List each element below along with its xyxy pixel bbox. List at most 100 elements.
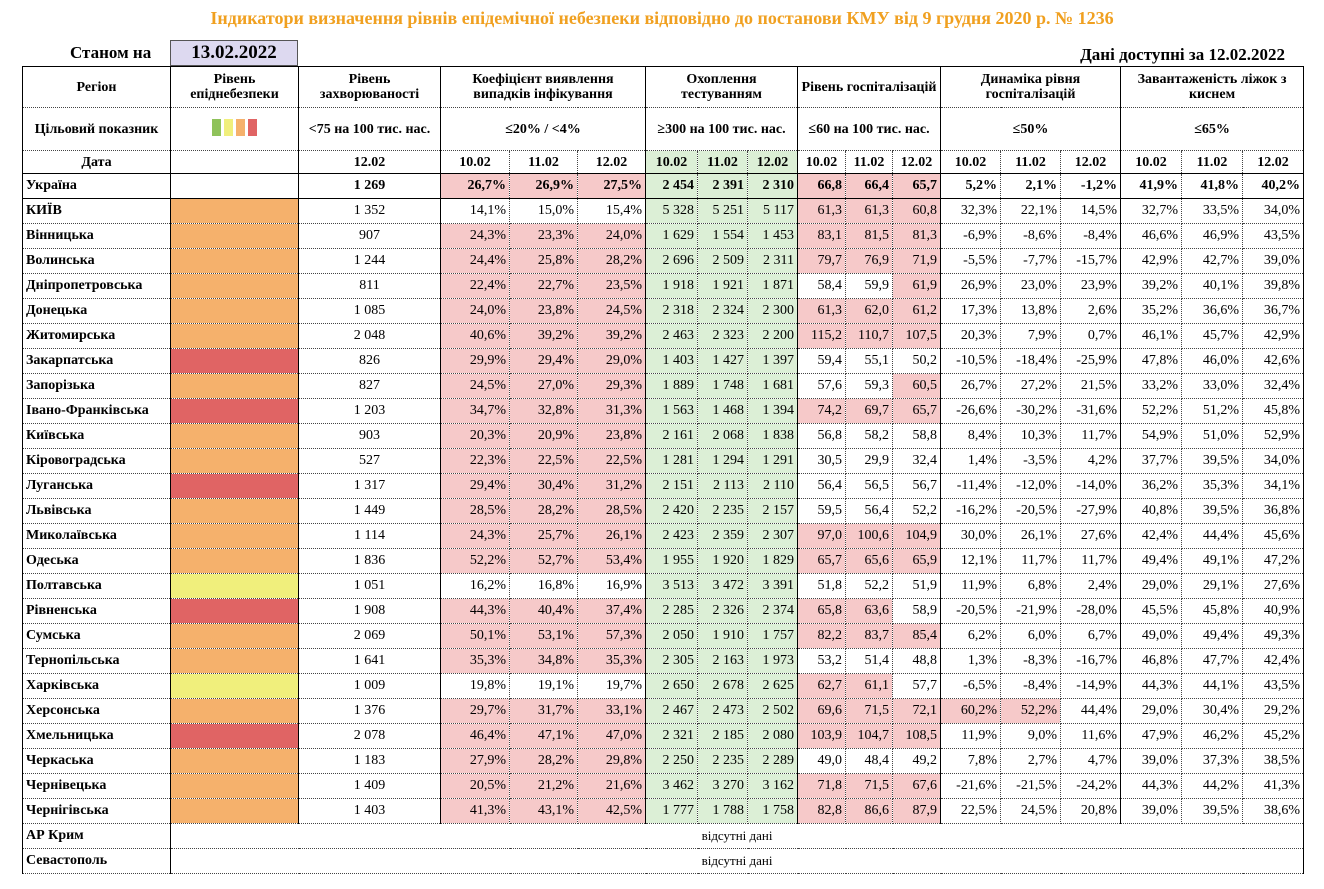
indicator-value: 4,7%	[1060, 748, 1122, 774]
indicator-value: 13,8%	[1000, 298, 1061, 324]
group-header: Завантаженість ліжок з киснем	[1120, 66, 1305, 108]
indicator-value: -16,2%	[940, 498, 1001, 524]
indicator-value: 2 185	[697, 723, 748, 749]
indicator-value: 2 454	[645, 173, 698, 199]
region-name: Хмельницька	[22, 723, 171, 749]
date-header: 12.02	[747, 150, 798, 174]
indicator-value: 2 359	[697, 523, 748, 549]
region-row: Київська 903 20,3% 20,9% 23,8% 2 161 2 068 1 83…	[22, 423, 1305, 449]
indicator-value: 1 758	[747, 798, 798, 824]
indicator-value: 26,9%	[509, 173, 578, 199]
indicator-value: 29,8%	[577, 748, 646, 774]
indicator-value: 23,8%	[509, 298, 578, 324]
indicator-value: 11,9%	[940, 573, 1001, 599]
indicator-value: 60,8	[892, 198, 941, 224]
indicator-value: 23,8%	[577, 423, 646, 449]
indicator-value: 2 110	[747, 473, 798, 499]
indicator-value: 46,0%	[1181, 348, 1244, 374]
indicator-value: 2 324	[697, 298, 748, 324]
indicator-value: -6,9%	[940, 223, 1001, 249]
incidence-value: 1 051	[298, 573, 441, 599]
indicator-value: 22,1%	[1000, 198, 1061, 224]
incidence-header: Рівень захворюваності	[298, 66, 441, 108]
indicator-value: 65,9	[892, 548, 941, 574]
region-name: Запорізька	[22, 373, 171, 399]
indicator-value: 7,8%	[940, 748, 1001, 774]
region-name: Івано-Франківська	[22, 398, 171, 424]
indicator-value: 56,8	[797, 423, 846, 449]
indicator-value: 49,0%	[1120, 623, 1183, 649]
group-target: ≤50%	[940, 107, 1122, 151]
indicator-value: 30,5	[797, 448, 846, 474]
indicator-value: 69,7	[845, 398, 893, 424]
indicator-value: 67,6	[892, 773, 941, 799]
indicator-value: 56,4	[797, 473, 846, 499]
region-row: Миколаївська 1 114 24,3% 25,7% 26,1% 2 423 2 3…	[22, 523, 1305, 549]
date-header: 10.02	[940, 150, 1001, 174]
region-name: Сумська	[22, 623, 171, 649]
indicator-value: 46,9%	[1181, 223, 1244, 249]
indicator-value: 49,4%	[1120, 548, 1183, 574]
indicator-value: 2 285	[645, 598, 698, 624]
indicator-value: 1 921	[697, 273, 748, 299]
indicator-value: 2,1%	[1000, 173, 1061, 199]
indicator-value: 41,3%	[440, 798, 510, 824]
indicator-value: 51,4	[845, 648, 893, 674]
indicator-value: 52,2%	[1120, 398, 1183, 424]
indicator-value: 47,9%	[1120, 723, 1183, 749]
title: Індикатори визначення рівнів епідемічної…	[210, 8, 1114, 28]
indicator-value: 3 513	[645, 573, 698, 599]
incidence-value: 1 317	[298, 473, 441, 499]
indicator-value: 39,5%	[1181, 798, 1244, 824]
indicator-value: 40,9%	[1242, 598, 1305, 624]
indicator-value: 3 270	[697, 773, 748, 799]
indicator-value: 22,7%	[509, 273, 578, 299]
indicator-value: 1 294	[697, 448, 748, 474]
indicator-value: 27,0%	[509, 373, 578, 399]
region-row: Кіровоградська 527 22,3% 22,5% 22,5% 1 281 1 2…	[22, 448, 1305, 474]
indicator-value: -6,5%	[940, 673, 1001, 699]
date-label: Дата	[22, 150, 171, 174]
region-row: Чернігівська 1 403 41,3% 43,1% 42,5% 1 777 1 7…	[22, 798, 1305, 824]
indicator-value: 83,1	[797, 223, 846, 249]
incidence-value: 1 836	[298, 548, 441, 574]
indicator-value: 27,9%	[440, 748, 510, 774]
indicator-value: 12,1%	[940, 548, 1001, 574]
region-name: Закарпатська	[22, 348, 171, 374]
incidence-value: 1 114	[298, 523, 441, 549]
indicator-value: 1 920	[697, 548, 748, 574]
indicator-value: 1 838	[747, 423, 798, 449]
region-row: Дніпропетровська 811 22,4% 22,7% 23,5% 1 918 1…	[22, 273, 1305, 299]
level-cell	[170, 173, 299, 199]
indicator-value: 24,3%	[440, 523, 510, 549]
indicator-value: 34,7%	[440, 398, 510, 424]
date-header: 11.02	[1181, 150, 1244, 174]
indicator-value: 37,4%	[577, 598, 646, 624]
indicator-value: 41,8%	[1181, 173, 1244, 199]
region-row: Хмельницька 2 078 46,4% 47,1% 47,0% 2 321 2 18…	[22, 723, 1305, 749]
indicator-value: 2 423	[645, 523, 698, 549]
indicator-value: 45,5%	[1120, 598, 1183, 624]
indicator-value: 2 151	[645, 473, 698, 499]
indicator-value: -24,2%	[1060, 773, 1122, 799]
indicator-value: -30,2%	[1000, 398, 1061, 424]
indicator-value: 0,7%	[1060, 323, 1122, 349]
indicator-value: 107,5	[892, 323, 941, 349]
incidence-value: 1 085	[298, 298, 441, 324]
indicator-value: -8,4%	[1060, 223, 1122, 249]
indicator-value: 100,6	[845, 523, 893, 549]
indicator-value: 60,2%	[940, 698, 1001, 724]
indicator-value: 53,2	[797, 648, 846, 674]
indicator-value: 59,5	[797, 498, 846, 524]
indicator-value: 2,4%	[1060, 573, 1122, 599]
indicator-value: 37,3%	[1181, 748, 1244, 774]
indicator-value: 52,2	[845, 573, 893, 599]
incidence-value: 1 409	[298, 773, 441, 799]
indicator-value: 2 318	[645, 298, 698, 324]
indicator-value: 20,3%	[440, 423, 510, 449]
as-of-label: Станом на	[70, 43, 152, 62]
indicator-value: 54,9%	[1120, 423, 1183, 449]
incidence-value: 811	[298, 273, 441, 299]
level-cell	[170, 773, 299, 799]
indicator-value: 15,0%	[509, 198, 578, 224]
